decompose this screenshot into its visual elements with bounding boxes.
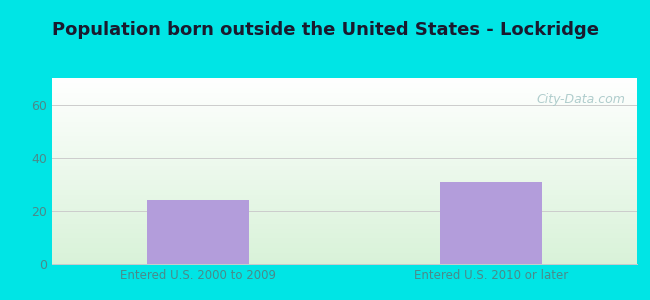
- Text: City-Data.com: City-Data.com: [536, 93, 625, 106]
- Bar: [147, 200, 250, 264]
- Bar: [439, 182, 542, 264]
- Text: Population born outside the United States - Lockridge: Population born outside the United State…: [51, 21, 599, 39]
